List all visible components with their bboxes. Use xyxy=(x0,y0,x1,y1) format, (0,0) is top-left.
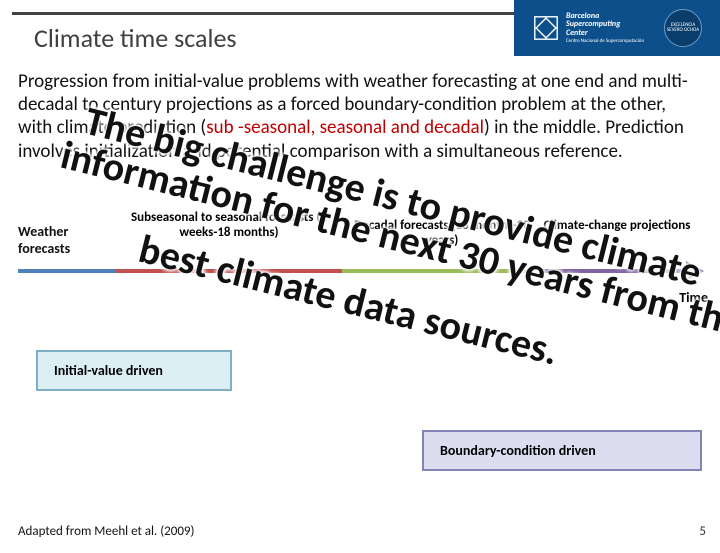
slide: Climate time scales Barcelona Supercompu… xyxy=(0,0,720,553)
bsc-sub: Centro Nacional de Supercomputación xyxy=(566,39,644,44)
bsc-line3: Center xyxy=(566,29,644,37)
excellence-seal-icon: EXCELENCIA SEVERO OCHOA xyxy=(664,9,702,47)
footer-citation: Adapted from Meehl et al. (2009) xyxy=(18,524,194,539)
page-number: 5 xyxy=(699,524,706,539)
bsc-mark-icon xyxy=(532,14,560,42)
axis-seg-1 xyxy=(18,269,116,273)
weather-forecasts-label: Weather forecasts xyxy=(18,223,110,257)
excellence-seal-text: EXCELENCIA SEVERO OCHOA xyxy=(665,23,701,34)
header-brand-bar: Barcelona Supercomputing Center Centro N… xyxy=(514,0,720,56)
header: Climate time scales Barcelona Supercompu… xyxy=(0,0,720,56)
bsc-text: Barcelona Supercomputing Center Centro N… xyxy=(566,12,644,44)
boundary-condition-driven-box: Boundary-condition driven xyxy=(422,430,702,471)
bsc-logo: Barcelona Supercomputing Center Centro N… xyxy=(532,12,644,44)
initial-value-driven-box: Initial-value driven xyxy=(36,350,232,391)
